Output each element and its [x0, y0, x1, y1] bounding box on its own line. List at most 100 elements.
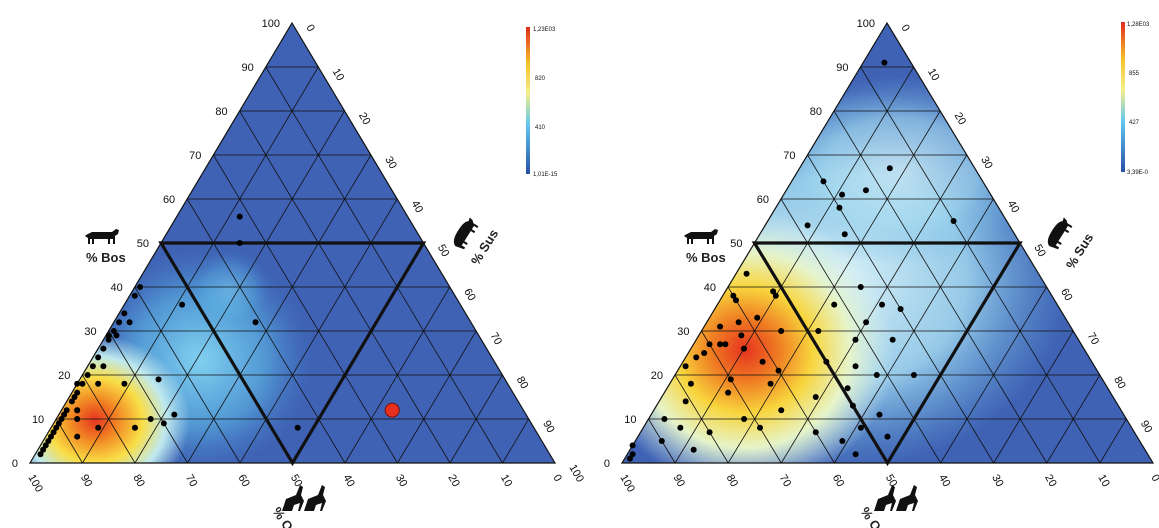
oc-tick-label: 30 [989, 473, 1006, 490]
data-point [171, 411, 178, 418]
data-point [79, 380, 86, 387]
oc-tick-label: 50 [883, 473, 900, 490]
data-point [113, 332, 120, 339]
cow-icon [85, 229, 119, 244]
colorbar-min-label: 3,39E-0 [1127, 170, 1149, 176]
pig-icon [453, 217, 479, 250]
oc-tick-label: 20 [445, 473, 462, 490]
data-point [100, 345, 107, 352]
data-point [857, 424, 864, 431]
oc-axis-label: % O/C [858, 504, 892, 528]
grid-line [265, 66, 503, 464]
grid-line [1046, 374, 1101, 464]
grid-line [502, 418, 530, 464]
data-point [690, 446, 697, 453]
oc-tick-label: 100 [617, 473, 637, 495]
data-point [252, 319, 259, 326]
sus-tick-label: 100 [566, 463, 586, 485]
grid-line [82, 374, 136, 464]
data-point [772, 292, 779, 299]
data-point [131, 424, 138, 431]
data-point [179, 301, 186, 308]
goat-icon [874, 485, 918, 511]
bos-tick-label: 100 [262, 18, 280, 30]
grid-line [344, 286, 451, 464]
oc-tick-label: 40 [936, 473, 953, 490]
data-point [53, 424, 60, 431]
data-points [626, 59, 957, 462]
data-point [626, 455, 633, 462]
data-point [876, 411, 883, 418]
data-point [884, 433, 891, 440]
bos-tick-label: 70 [189, 150, 201, 162]
oc-tick-label: 80 [130, 473, 147, 490]
oc-tick-label: 60 [830, 473, 847, 490]
grid-line [940, 286, 1047, 464]
goat-icon [282, 485, 326, 511]
bos-tick-label: 60 [163, 194, 175, 206]
data-point [741, 345, 747, 352]
data-point [852, 451, 859, 458]
sus-tick-label: 70 [488, 331, 505, 348]
sus-tick-label: 10 [925, 67, 942, 84]
grid-line [213, 154, 398, 464]
sus-tick-label: 0 [898, 23, 911, 34]
bos-tick-label: 50 [137, 238, 149, 250]
bos-axis-label-group-right: % Bos [684, 229, 726, 265]
data-point [757, 424, 764, 431]
bos-tick-label: 90 [836, 62, 848, 74]
data-point [121, 380, 128, 387]
data-point [857, 284, 864, 290]
data-point [910, 372, 917, 378]
sus-axis-label-group-left: % Sus [453, 217, 501, 268]
colorbar-low-label: 427 [1129, 120, 1140, 126]
data-point [770, 288, 777, 295]
oc-tick-label: 90 [78, 473, 95, 490]
data-point [84, 372, 91, 378]
bos-tick-label: 80 [215, 106, 227, 118]
bos-axis-label: % Bos [86, 250, 126, 265]
triangle-outline [620, 21, 1155, 464]
data-point [741, 416, 748, 422]
grid-line [449, 374, 503, 464]
data-point [100, 363, 107, 370]
grid-line [701, 330, 782, 464]
data-point [844, 385, 851, 392]
sus-tick-label: 40 [1005, 199, 1022, 216]
data-point [131, 292, 138, 299]
data-point [74, 433, 81, 440]
data-point [863, 319, 870, 326]
sus-tick-label: 50 [1031, 243, 1048, 260]
data-point [121, 310, 128, 317]
data-point [950, 218, 957, 224]
colorbar-max-label: 1,28E03 [1127, 22, 1150, 28]
data-point [126, 319, 133, 326]
oc-tick-label: 30 [393, 473, 410, 490]
data-point [55, 420, 62, 427]
data-point [730, 292, 737, 299]
bos-tick-label: 40 [111, 282, 123, 294]
data-point [823, 358, 830, 365]
data-point [74, 389, 81, 396]
sus-tick-label: 0 [303, 23, 316, 34]
data-point [155, 376, 162, 383]
bos-tick-label: 100 [857, 18, 875, 30]
data-point [658, 438, 665, 444]
data-point [804, 222, 811, 229]
oc-tick-label: 60 [235, 473, 252, 490]
data-point [71, 394, 78, 400]
data-point [74, 380, 81, 387]
data-point [897, 306, 904, 312]
data-point [767, 380, 774, 387]
data-point [717, 341, 724, 348]
data-point [725, 389, 732, 396]
oc-tick-label: 40 [340, 473, 357, 490]
sus-tick-label: 70 [1085, 331, 1102, 348]
data-point [236, 240, 243, 246]
data-point [47, 433, 54, 440]
data-point [873, 372, 880, 378]
data-point [294, 424, 301, 431]
grid-line [993, 330, 1074, 464]
